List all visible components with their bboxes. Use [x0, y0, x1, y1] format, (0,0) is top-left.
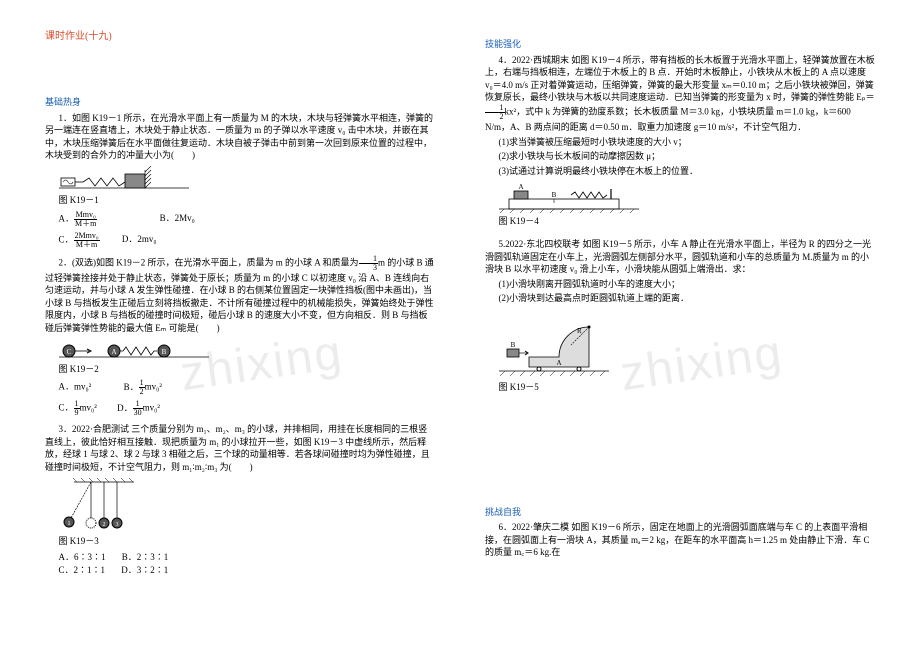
choice-b: B．2Mv₀ [160, 213, 195, 223]
section-heading: 基础热身 [45, 96, 435, 109]
choice-c: C． [59, 234, 74, 244]
svg-text:A: A [518, 183, 523, 191]
frac-den: 30 [133, 409, 143, 417]
choice-suffix: mv₀² [145, 382, 162, 392]
svg-text:A: A [556, 359, 561, 367]
choice-suffix: mv₀² [143, 403, 160, 413]
question-text: 1．如图 K19－1 所示，在光滑水平面上有一质量为 M 的木块，木块与轻弹簧水… [45, 112, 435, 162]
choices: A．mv₀² B．12mv₀² C．19mv₀² D．130mv₀² [45, 379, 435, 417]
frac-den: 2 [485, 113, 505, 121]
question-text: 5.2022·东北四校联考 如图 K19－5 所示，小车 A 静止在光滑水平面上… [485, 238, 875, 276]
choice-c: C． [59, 403, 74, 413]
svg-text:C: C [67, 348, 72, 356]
question-text: 6．2022·肇庆二模 如图 K19－6 所示，固定在地面上的光滑圆弧面底端与车… [485, 521, 875, 559]
svg-text:R: R [577, 327, 582, 335]
figure-k19-4: A B [499, 181, 875, 213]
question-text: 2．(双选)如图 K19－2 所示，在光滑水平面上，质量为 m 的小球 A 和质… [45, 255, 435, 335]
figure-k19-3: 1 2 3 [59, 478, 435, 533]
choices: A．6∶3∶1 B．2∶3∶1 C．2∶1∶1 D．3∶2∶1 [45, 551, 435, 576]
question-text: 3．2022·合肥测试 三个质量分别为 m₁、m₂、m₃ 的小球，并排相同，用挂… [45, 423, 435, 473]
figure-label: 图 K19－4 [485, 215, 875, 228]
svg-text:3: 3 [116, 522, 119, 528]
sub-question: (2)小滑块到达最高点时距圆弧轨道上端的距离． [485, 292, 875, 305]
choice-b: B．2∶3∶1 [122, 552, 169, 562]
choices: A．Mmv₀M＋m B．2Mv₀ C．2Mmv₀M＋m D．2mv₀ [45, 211, 435, 249]
figure-k19-1 [59, 166, 435, 192]
text-part: 4．2022·西城期末 如图 K19－4 所示，带有挡板的长木板置于光滑水平面上… [485, 55, 875, 103]
svg-text:2: 2 [103, 522, 106, 528]
svg-text:B: B [552, 191, 557, 199]
svg-text:A: A [111, 348, 116, 356]
figure-label: 图 K19－3 [45, 535, 435, 548]
frac-den: M＋m [74, 241, 100, 249]
question-text: 4．2022·西城期末 如图 K19－4 所示，带有挡板的长木板置于光滑水平面上… [485, 54, 875, 134]
choice-a: A．6∶3∶1 [59, 552, 106, 562]
worksheet-title: 课时作业(十九) [45, 30, 435, 44]
sub-question: (3)试通过计算说明最终小铁块停在木板上的位置． [485, 165, 875, 178]
text-part: kx²，式中 k 为弹簧的劲度系数；长木板质量 M＝3.0 kg，小铁块质量 m… [485, 107, 851, 132]
section-heading: 技能强化 [485, 38, 875, 51]
choice-a: A．mv₀² [59, 382, 92, 392]
figure-k19-5: A B R [499, 309, 875, 379]
choice-c: C．2∶1∶1 [59, 565, 106, 575]
choice-d: D．2mv₀ [122, 234, 157, 244]
frac-den: 3 [359, 264, 379, 272]
sub-question: (1)小滑块刚离开圆弧轨道时小车的速度大小； [485, 278, 875, 291]
sub-question: (2)求小铁块与长木板间的动摩擦因数 μ； [485, 150, 875, 163]
choice-d: D． [117, 403, 133, 413]
page: 课时作业(十九) 基础热身 1．如图 K19－1 所示，在光滑水平面上有一质量为… [0, 0, 920, 651]
svg-text:B: B [162, 348, 167, 356]
figure-label: 图 K19－5 [485, 381, 875, 394]
svg-text:B: B [511, 341, 516, 349]
right-column: 技能强化 4．2022·西城期末 如图 K19－4 所示，带有挡板的长木板置于光… [460, 0, 920, 651]
sub-question: (1)求当弹簧被压缩最短时小铁块速度的大小 v； [485, 136, 875, 149]
text-part: 2．(双选)如图 K19－2 所示，在光滑水平面上，质量为 m 的小球 A 和质… [59, 257, 359, 267]
left-column: 课时作业(十九) 基础热身 1．如图 K19－1 所示，在光滑水平面上有一质量为… [0, 0, 460, 651]
choice-d: D．3∶2∶1 [121, 565, 168, 575]
choice-a: A． [59, 213, 75, 223]
frac-den: M＋m [74, 220, 97, 228]
figure-label: 图 K19－2 [45, 363, 435, 376]
figure-label: 图 K19－1 [45, 194, 435, 207]
svg-text:1: 1 [68, 521, 71, 527]
choice-suffix: mv₀² [80, 403, 97, 413]
figure-k19-2: C A B [59, 339, 435, 361]
choice-b: B． [124, 382, 139, 392]
section-heading: 挑战自我 [485, 506, 875, 519]
